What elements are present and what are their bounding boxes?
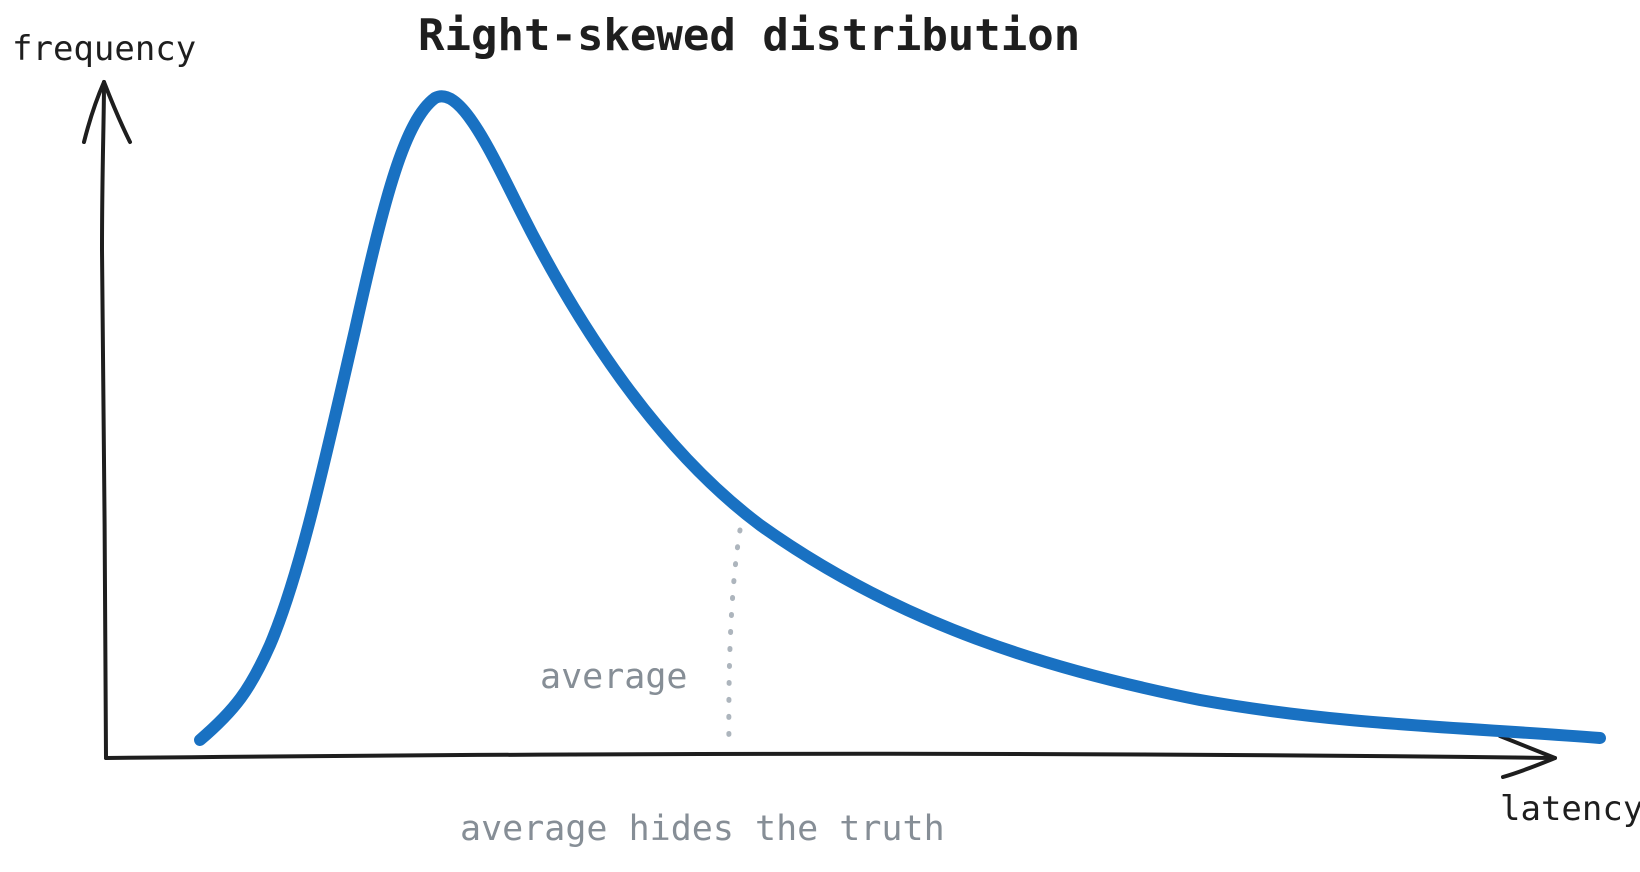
x-axis-label: latency xyxy=(1500,789,1640,829)
y-axis-label: frequency xyxy=(12,29,196,69)
y-axis-arrowhead-icon xyxy=(82,80,132,144)
caption: average hides the truth xyxy=(460,809,945,849)
distribution-curve xyxy=(194,90,1606,746)
x-axis-arrowhead-icon xyxy=(1498,734,1557,779)
y-axis-line xyxy=(99,80,108,760)
diagram-title: Right-skewed distribution xyxy=(418,10,1080,61)
x-axis-line xyxy=(104,751,1557,760)
average-label: average xyxy=(540,657,688,697)
average-marker-line xyxy=(726,527,743,751)
